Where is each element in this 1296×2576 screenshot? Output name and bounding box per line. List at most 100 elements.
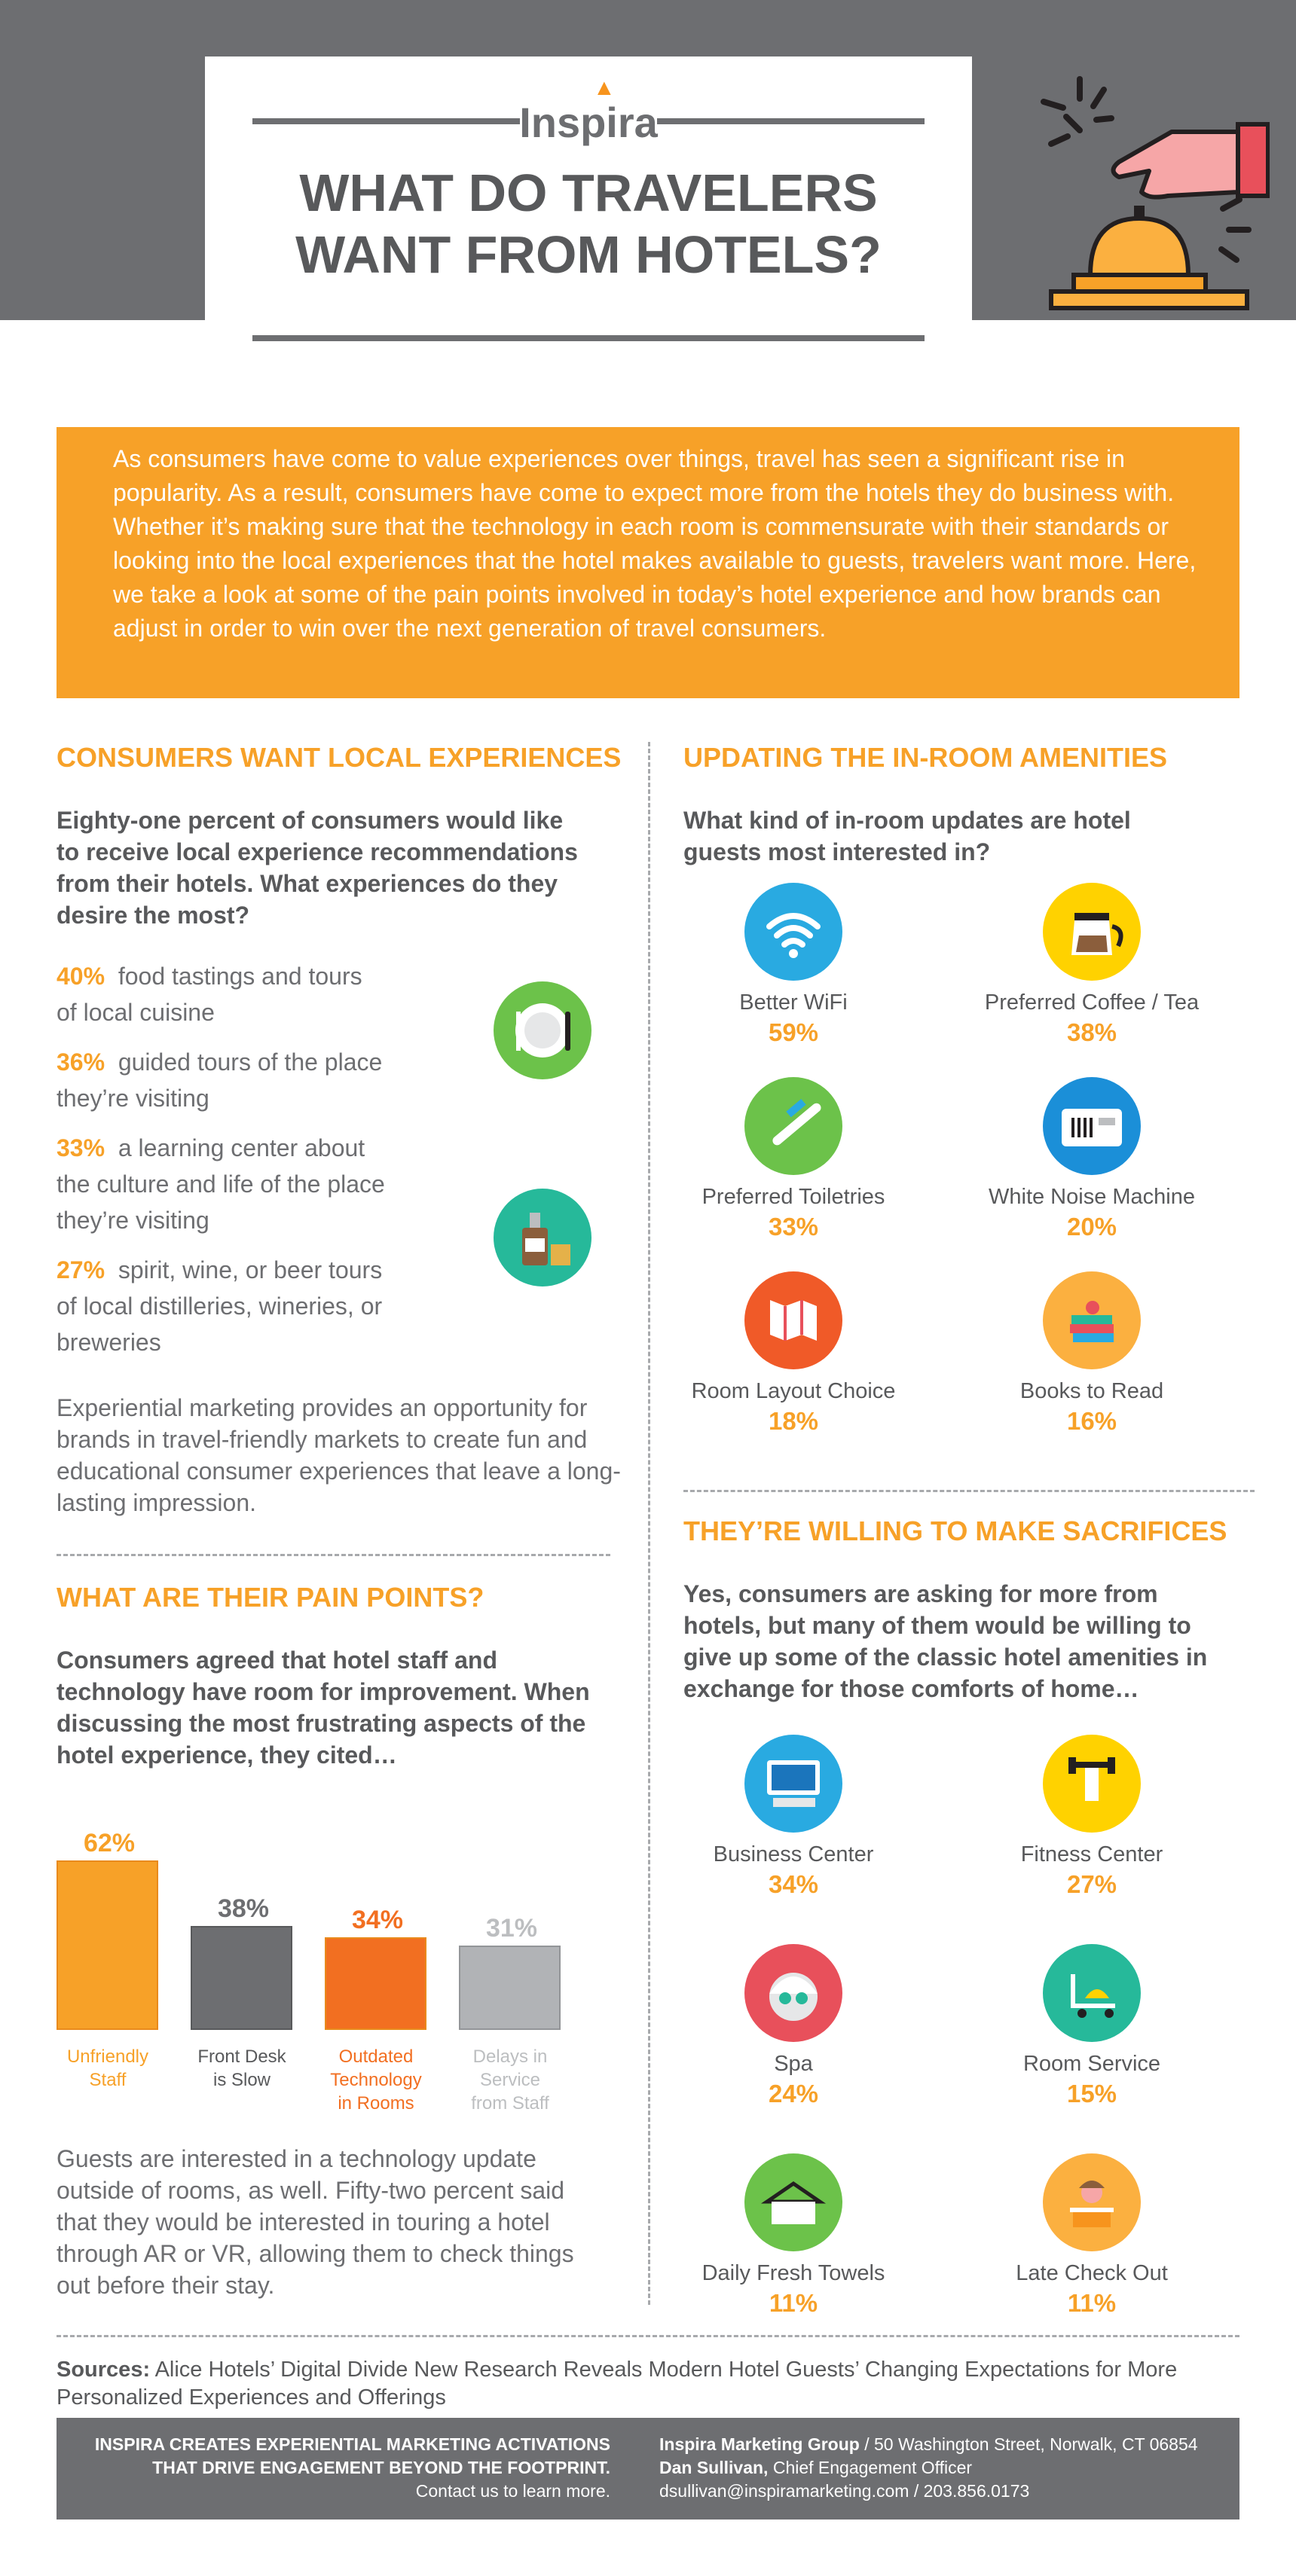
local-stat-item: 33% a learning center about the culture … <box>57 1130 486 1238</box>
left-section-divider <box>57 1554 610 1556</box>
map-icon <box>744 1271 842 1369</box>
amenity-value: 18% <box>768 1407 819 1435</box>
sacrifice-value: 11% <box>769 2289 818 2317</box>
amenity-value: 33% <box>768 1213 819 1241</box>
intro-box: As consumers have come to value experien… <box>57 427 1239 698</box>
sacrifice-item: Late Check Out 11% <box>941 2261 1243 2318</box>
stat-line: breweries <box>57 1329 161 1356</box>
flame-icon: ▲ <box>593 75 616 100</box>
footer-divider <box>57 2335 1239 2337</box>
spa-face-icon <box>744 1944 842 2042</box>
amenity-item: Books to Read 16% <box>941 1379 1243 1436</box>
footer-tagline-line-1: INSPIRA CREATES EXPERIENTIAL MARKETING A… <box>94 2434 610 2454</box>
sacrifice-item: Fitness Center 27% <box>941 1842 1243 1899</box>
stat-line: the culture and life of the place <box>57 1170 385 1198</box>
sources: Sources: Alice Hotels’ Digital Divide Ne… <box>57 2356 1239 2412</box>
dumbbell-icon <box>1043 1735 1141 1833</box>
footer-company: Inspira Marketing Group <box>659 2434 860 2454</box>
column-divider <box>648 742 650 2305</box>
bar-value-label: 62% <box>83 1829 136 1857</box>
amenity-label: Books to Read <box>1019 1379 1164 1403</box>
wifi-icon <box>744 883 842 981</box>
toothbrush-icon <box>744 1077 842 1175</box>
amenity-item: Room Layout Choice 18% <box>643 1379 944 1436</box>
footer-contact-details[interactable]: dsullivan@inspiramarketing.com / 203.856… <box>659 2481 1030 2501</box>
title-rule-right <box>657 118 925 124</box>
local-stat-item: 27% spirit, wine, or beer tours of local… <box>57 1252 486 1360</box>
sources-text: Alice Hotels’ Digital Divide New Researc… <box>57 2358 1178 2410</box>
stat-line: food tastings and tours <box>118 963 362 990</box>
footer-contact: Inspira Marketing Group / 50 Washington … <box>659 2433 1198 2503</box>
sacrifice-item: Daily Fresh Towels 11% <box>643 2261 944 2318</box>
sacrifice-label: Late Check Out <box>1016 2261 1168 2285</box>
amenity-value: 38% <box>1066 1018 1117 1046</box>
pain-points-bar-chart: 62% Unfriendly Staff 38% Front Desk is Slow 34… <box>57 1827 599 2128</box>
local-stats-list: 40% food tastings and tours of local cui… <box>57 958 486 1360</box>
stat-line: of local cuisine <box>57 999 215 1026</box>
amenity-value: 16% <box>1066 1407 1117 1435</box>
receptionist-icon <box>1043 2153 1141 2251</box>
plate-cutlery-icon <box>494 981 591 1079</box>
page-title: WHAT DO TRAVELERS WANT FROM HOTELS? <box>205 162 972 285</box>
amenity-value: 59% <box>768 1018 819 1046</box>
amenity-item: Preferred Toiletries 33% <box>643 1185 944 1241</box>
amenity-item: White Noise Machine 20% <box>941 1185 1243 1241</box>
title-card: ▲ Inspira WHAT DO TRAVELERS WANT FROM HO… <box>205 56 972 373</box>
amenity-label: Preferred Toiletries <box>701 1185 885 1209</box>
stat-line: they’re visiting <box>57 1207 209 1234</box>
pain-points-closing: Guests are interested in a technology up… <box>57 2145 574 2299</box>
title-line-2: WANT FROM HOTELS? <box>295 225 882 284</box>
sacrifice-value: 15% <box>1066 2080 1117 2107</box>
title-line-1: WHAT DO TRAVELERS <box>299 163 878 222</box>
stat-percent: 36% <box>57 1048 105 1076</box>
spirits-bottle-icon <box>494 1189 591 1286</box>
local-experiences-closing: Experiential marketing provides an oppor… <box>57 1394 621 1516</box>
room-service-cart-icon <box>1043 1944 1141 2042</box>
inspira-logo: ▲ Inspira <box>205 75 972 147</box>
bar <box>325 1937 426 2030</box>
footer-tagline-line-2: THAT DRIVE ENGAGEMENT BEYOND THE FOOTPRI… <box>152 2458 610 2477</box>
sacrifice-label: Daily Fresh Towels <box>701 2261 885 2285</box>
towel-hanger-icon <box>744 2153 842 2251</box>
sacrifice-value: 27% <box>1066 1870 1117 1898</box>
sacrifice-item: Business Center 34% <box>643 1842 944 1899</box>
stat-percent: 40% <box>57 963 105 990</box>
stat-percent: 33% <box>57 1134 105 1161</box>
bar-category-label: Delays in Service from Staff <box>471 2046 549 2114</box>
coffee-pot-icon <box>1043 883 1141 981</box>
stat-line: of local distilleries, wineries, or <box>57 1293 383 1320</box>
bar-category-label: Unfriendly Staff <box>66 2046 149 2090</box>
local-stat-item: 40% food tastings and tours of local cui… <box>57 958 486 1030</box>
footer-contact-cta[interactable]: Contact us to learn more. <box>415 2481 610 2501</box>
bar <box>459 1945 561 2030</box>
sacrifice-value: 24% <box>768 2080 819 2107</box>
stat-line: a learning center about <box>118 1134 365 1161</box>
title-rule-left <box>252 118 520 124</box>
hand-ringing-bell-icon <box>1041 76 1270 310</box>
amenity-item: Preferred Coffee / Tea 38% <box>941 990 1243 1047</box>
footer-bar: INSPIRA CREATES EXPERIENTIAL MARKETING A… <box>57 2418 1239 2520</box>
sacrifice-item: Spa 24% <box>643 2052 944 2108</box>
sacrifice-value: 11% <box>1067 2289 1117 2317</box>
footer-address: / 50 Washington Street, Norwalk, CT 0685… <box>859 2434 1198 2454</box>
amenity-label: White Noise Machine <box>989 1185 1195 1209</box>
amenity-label: Preferred Coffee / Tea <box>984 990 1200 1015</box>
footer-contact-title: Chief Engagement Officer <box>768 2458 973 2477</box>
white-noise-machine-icon <box>1043 1077 1141 1175</box>
bar-category-label: Front Desk is Slow <box>197 2046 286 2090</box>
footer-contact-name: Dan Sullivan, <box>659 2458 769 2477</box>
right-section-divider <box>683 1490 1255 1492</box>
stat-line: guided tours of the place <box>118 1048 383 1076</box>
amenity-item: Better WiFi 59% <box>643 990 944 1047</box>
bar-value-label: 38% <box>217 1894 270 1924</box>
sacrifice-label: Room Service <box>1022 2052 1161 2076</box>
amenity-label: Better WiFi <box>739 990 848 1015</box>
sacrifices-lead: Yes, consumers are asking for more from … <box>683 1580 1208 1702</box>
sacrifices-heading: THEY’RE WILLING TO MAKE SACRIFICES <box>683 1515 1227 1546</box>
pain-points-heading: WHAT ARE THEIR PAIN POINTS? <box>57 1582 484 1613</box>
stat-line: spirit, wine, or beer tours <box>118 1256 383 1283</box>
intro-text: As consumers have come to value experien… <box>113 445 1197 642</box>
local-stat-item: 36% guided tours of the place they’re vi… <box>57 1044 486 1116</box>
sacrifice-value: 34% <box>768 1870 819 1898</box>
bar-value-label: 34% <box>351 1905 404 1934</box>
